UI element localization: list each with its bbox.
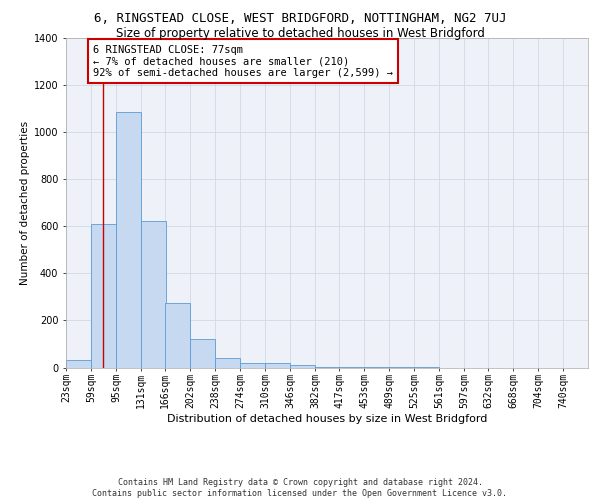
Bar — [166, 302, 190, 368]
Text: Contains HM Land Registry data © Crown copyright and database right 2024.
Contai: Contains HM Land Registry data © Crown c… — [92, 478, 508, 498]
Bar — [91, 224, 116, 368]
Bar — [315, 367, 340, 368]
Y-axis label: Number of detached properties: Number of detached properties — [20, 120, 29, 284]
Bar — [66, 360, 91, 368]
Bar — [190, 339, 215, 368]
Bar — [141, 222, 166, 368]
Bar — [240, 363, 265, 368]
Bar — [116, 112, 140, 368]
Text: 6, RINGSTEAD CLOSE, WEST BRIDGFORD, NOTTINGHAM, NG2 7UJ: 6, RINGSTEAD CLOSE, WEST BRIDGFORD, NOTT… — [94, 12, 506, 26]
Bar — [215, 358, 240, 368]
Bar — [265, 363, 290, 368]
Bar — [290, 365, 314, 368]
Text: Size of property relative to detached houses in West Bridgford: Size of property relative to detached ho… — [116, 28, 484, 40]
X-axis label: Distribution of detached houses by size in West Bridgford: Distribution of detached houses by size … — [167, 414, 487, 424]
Text: 6 RINGSTEAD CLOSE: 77sqm
← 7% of detached houses are smaller (210)
92% of semi-d: 6 RINGSTEAD CLOSE: 77sqm ← 7% of detache… — [93, 44, 393, 78]
